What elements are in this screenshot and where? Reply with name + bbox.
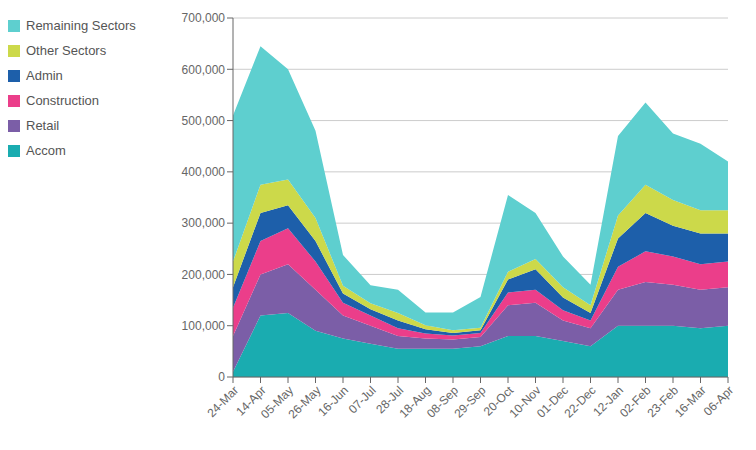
svg-text:06-Apr: 06-Apr	[701, 383, 736, 418]
html-text:Remaining Sectors: Remaining Sectors	[26, 18, 136, 33]
svg-text:23-Feb: 23-Feb	[644, 383, 682, 420]
svg-text:08-Sep: 08-Sep	[423, 383, 462, 421]
svg-text:02-Feb: 02-Feb	[616, 383, 654, 420]
html-text:Construction: Construction	[26, 93, 99, 108]
svg-text:22-Dec: 22-Dec	[561, 383, 598, 420]
html-text:Other Sectors: Other Sectors	[26, 43, 107, 58]
svg-text:100,000: 100,000	[182, 319, 226, 333]
svg-text:24-Mar: 24-Mar	[204, 383, 241, 420]
html-text:Retail: Retail	[26, 118, 60, 133]
svg-text:18-Aug: 18-Aug	[396, 383, 434, 421]
svg-text:16-Mar: 16-Mar	[672, 383, 709, 420]
svg-text:20-Oct: 20-Oct	[480, 383, 517, 419]
svg-text:26-May: 26-May	[285, 383, 323, 421]
html-text:Accom: Accom	[26, 143, 66, 158]
svg-text:400,000: 400,000	[182, 165, 226, 179]
svg-text:01-Dec: 01-Dec	[533, 383, 572, 421]
svg-text:28-Jul: 28-Jul	[373, 383, 407, 417]
svg-text:200,000: 200,000	[182, 268, 226, 282]
svg-text:05-May: 05-May	[258, 383, 297, 422]
svg-text:16-Jun: 16-Jun	[315, 383, 351, 419]
svg-text:10-Nov: 10-Nov	[506, 383, 544, 421]
svg-text:29-Sep: 29-Sep	[451, 383, 488, 420]
svg-text:300,000: 300,000	[182, 216, 226, 230]
html-text:Admin: Admin	[26, 68, 63, 83]
svg-text:700,000: 700,000	[182, 11, 226, 25]
svg-text:600,000: 600,000	[182, 63, 226, 77]
svg-text:500,000: 500,000	[182, 114, 226, 128]
svg-text:07-Jul: 07-Jul	[346, 383, 379, 416]
svg-text:0: 0	[218, 370, 225, 384]
svg-text:12-Jan: 12-Jan	[590, 383, 627, 420]
svg-text:14-Apr: 14-Apr	[233, 383, 269, 419]
